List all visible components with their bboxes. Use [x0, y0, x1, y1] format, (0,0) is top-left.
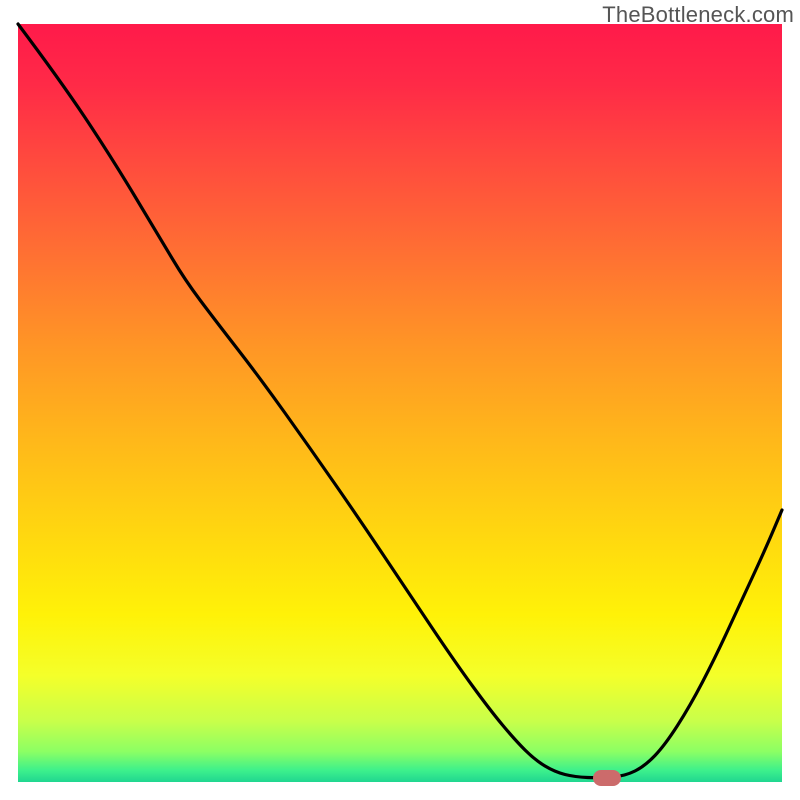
gradient-chart [0, 0, 800, 800]
watermark-text: TheBottleneck.com [602, 2, 794, 28]
optimal-marker [593, 770, 621, 786]
plot-area [18, 24, 782, 782]
chart-container: TheBottleneck.com [0, 0, 800, 800]
